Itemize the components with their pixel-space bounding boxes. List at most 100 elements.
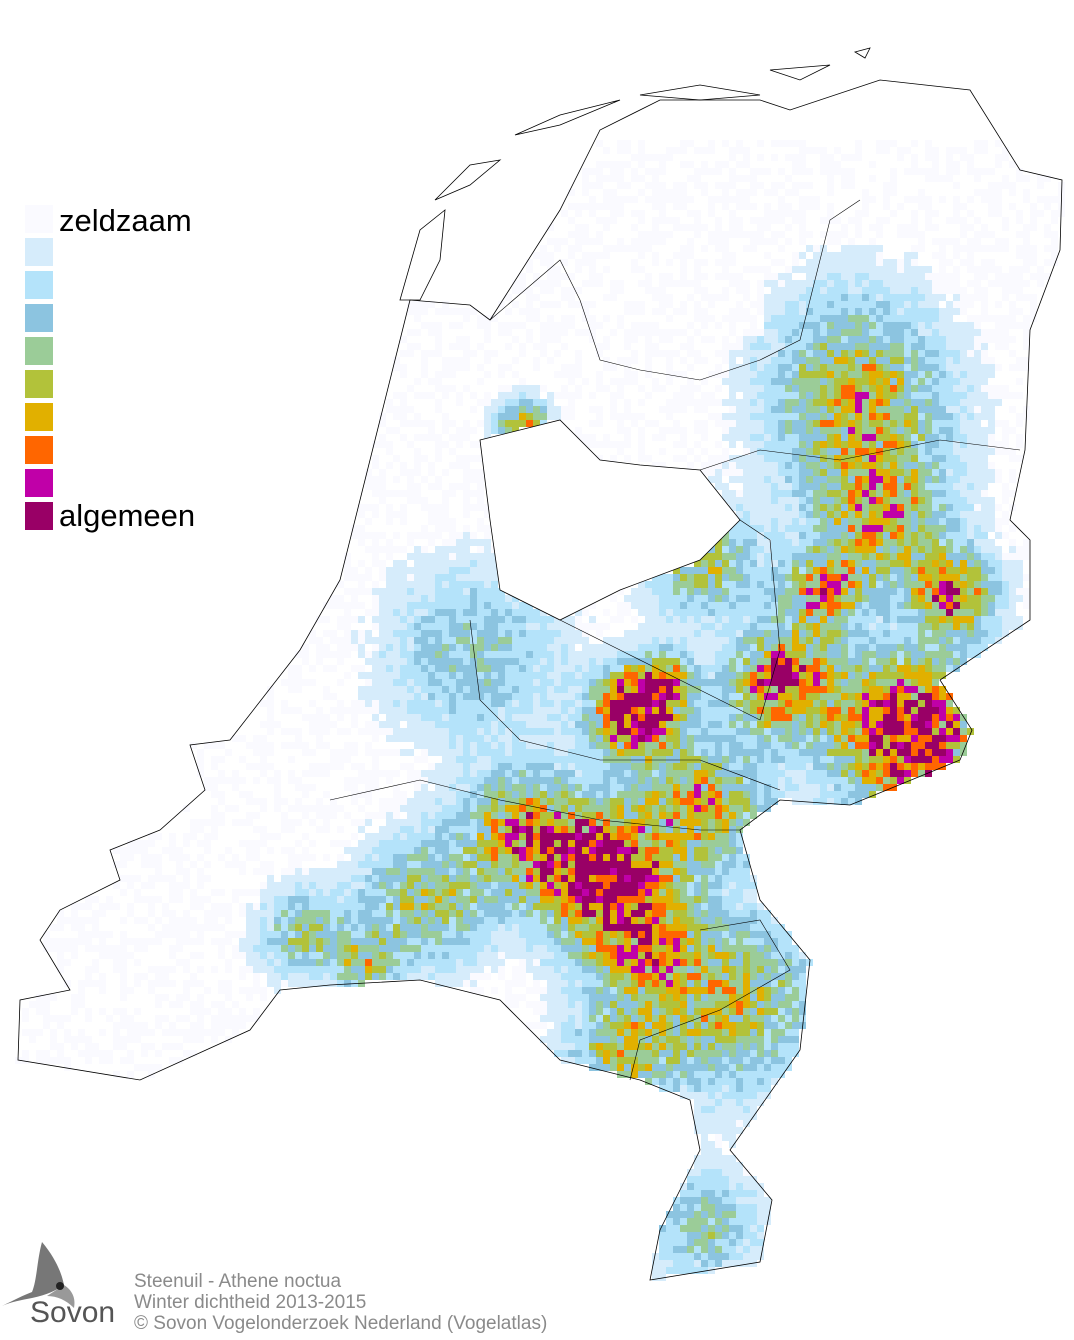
density-cell: [624, 693, 631, 700]
density-cell: [785, 525, 792, 532]
density-cell: [799, 140, 806, 147]
density-cell: [862, 343, 869, 350]
density-cell: [897, 665, 904, 672]
density-cell: [554, 336, 561, 343]
density-cell: [820, 357, 827, 364]
density-cell: [463, 497, 470, 504]
density-cell: [834, 364, 841, 371]
density-cell: [862, 189, 869, 196]
density-cell: [463, 476, 470, 483]
density-cell: [911, 595, 918, 602]
density-cell: [904, 539, 911, 546]
density-cell: [421, 700, 428, 707]
density-cell: [505, 672, 512, 679]
density-cell: [981, 469, 988, 476]
density-cell: [785, 413, 792, 420]
density-cell: [806, 609, 813, 616]
density-cell: [547, 266, 554, 273]
density-cell: [869, 560, 876, 567]
density-cell: [505, 385, 512, 392]
density-cell: [988, 413, 995, 420]
density-cell: [771, 686, 778, 693]
density-cell: [827, 343, 834, 350]
density-cell: [463, 385, 470, 392]
density-cell: [883, 455, 890, 462]
density-cell: [806, 196, 813, 203]
density-cell: [834, 546, 841, 553]
density-cell: [939, 581, 946, 588]
density-cell: [757, 679, 764, 686]
density-cell: [827, 252, 834, 259]
density-cell: [435, 581, 442, 588]
density-cell: [939, 686, 946, 693]
density-cell: [498, 679, 505, 686]
density-cell: [470, 672, 477, 679]
density-cell: [820, 616, 827, 623]
density-cell: [876, 637, 883, 644]
density-cell: [855, 336, 862, 343]
density-cell: [883, 399, 890, 406]
density-cell: [848, 308, 855, 315]
density-cell: [848, 567, 855, 574]
density-cell: [400, 567, 407, 574]
density-cell: [673, 693, 680, 700]
density-cell: [393, 707, 400, 714]
density-cell: [519, 616, 526, 623]
density-cell: [533, 679, 540, 686]
density-cell: [610, 399, 617, 406]
density-cell: [799, 322, 806, 329]
density-cell: [771, 259, 778, 266]
density-cell: [603, 644, 610, 651]
density-cell: [918, 350, 925, 357]
density-cell: [680, 329, 687, 336]
density-cell: [960, 602, 967, 609]
density-cell: [848, 357, 855, 364]
density-cell: [834, 686, 841, 693]
density-cell: [1002, 490, 1009, 497]
density-cell: [834, 280, 841, 287]
density-cell: [967, 462, 974, 469]
density-cell: [799, 406, 806, 413]
density-cell: [834, 672, 841, 679]
density-cell: [631, 595, 638, 602]
density-cell: [778, 623, 785, 630]
density-cell: [589, 301, 596, 308]
density-cell: [589, 315, 596, 322]
density-cell: [946, 658, 953, 665]
density-cell: [421, 497, 428, 504]
density-cell: [953, 378, 960, 385]
density-cell: [435, 623, 442, 630]
density-cell: [960, 336, 967, 343]
density-cell: [743, 679, 750, 686]
density-cell: [414, 623, 421, 630]
density-cell: [827, 672, 834, 679]
density-cell: [771, 511, 778, 518]
density-cell: [701, 147, 708, 154]
density-cell: [841, 182, 848, 189]
density-cell: [561, 693, 568, 700]
density-cell: [897, 686, 904, 693]
density-cell: [869, 434, 876, 441]
density-cell: [680, 343, 687, 350]
density-cell: [841, 420, 848, 427]
density-cell: [890, 364, 897, 371]
density-cell: [729, 588, 736, 595]
density-cell: [827, 392, 834, 399]
density-cell: [414, 630, 421, 637]
density-cell: [918, 315, 925, 322]
density-cell: [988, 259, 995, 266]
density-cell: [806, 413, 813, 420]
density-cell: [792, 511, 799, 518]
density-cell: [890, 672, 897, 679]
density-cell: [757, 287, 764, 294]
density-cell: [582, 693, 589, 700]
density-cell: [484, 609, 491, 616]
density-cell: [981, 427, 988, 434]
density-cell: [603, 364, 610, 371]
density-cell: [974, 581, 981, 588]
density-cell: [561, 658, 568, 665]
density-cell: [799, 427, 806, 434]
density-cell: [589, 203, 596, 210]
density-cell: [890, 427, 897, 434]
density-cell: [421, 714, 428, 721]
